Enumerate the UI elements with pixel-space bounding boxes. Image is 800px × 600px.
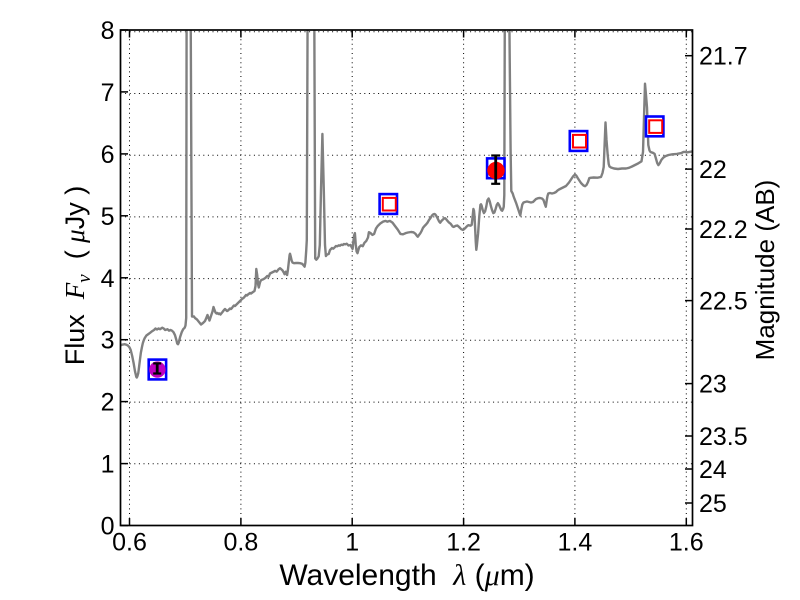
svg-text:23.5: 23.5: [699, 423, 748, 451]
svg-text:Wavelength λ (μm): Wavelength λ (μm): [279, 559, 534, 592]
svg-text:23: 23: [699, 371, 727, 399]
svg-text:21.7: 21.7: [699, 43, 748, 71]
svg-text:3: 3: [101, 327, 115, 355]
svg-text:1.6: 1.6: [669, 529, 704, 557]
svg-text:2: 2: [101, 389, 115, 417]
svg-text:0: 0: [101, 513, 115, 541]
svg-text:25: 25: [699, 490, 727, 518]
svg-text:5: 5: [101, 203, 115, 231]
svg-text:6: 6: [101, 141, 115, 169]
svg-text:22.2: 22.2: [699, 216, 748, 244]
svg-text:1.2: 1.2: [446, 529, 481, 557]
svg-text:22: 22: [699, 156, 727, 184]
svg-text:8: 8: [101, 17, 115, 45]
svg-text:7: 7: [101, 79, 115, 107]
svg-text:1: 1: [101, 451, 115, 479]
svg-text:22.5: 22.5: [699, 288, 748, 316]
svg-text:4: 4: [101, 265, 115, 293]
svg-text:Magnitude (AB): Magnitude (AB): [750, 180, 780, 361]
svg-text:0.6: 0.6: [112, 529, 147, 557]
svg-text:1.4: 1.4: [558, 529, 593, 557]
svg-text:0.8: 0.8: [224, 529, 259, 557]
svg-text:24: 24: [699, 456, 727, 484]
svg-text:1: 1: [345, 529, 359, 557]
